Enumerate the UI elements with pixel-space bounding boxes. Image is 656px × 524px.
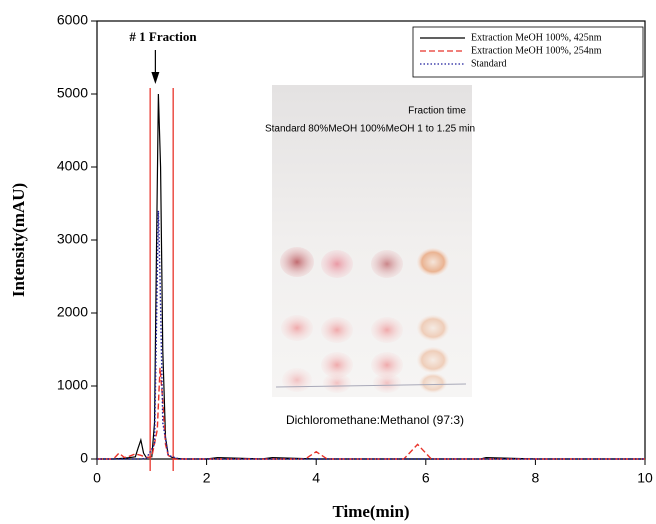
y-axis-label: Intensity(mAU) (9, 183, 28, 297)
x-tick-label: 10 (637, 470, 653, 486)
y-tick-label: 3000 (57, 231, 88, 247)
y-tick-label: 6000 (57, 12, 88, 28)
legend: Extraction MeOH 100%, 425nm Extraction Me… (412, 26, 644, 78)
legend-box (412, 26, 644, 78)
x-tick-label: 6 (422, 470, 430, 486)
tlc-inset: Fraction time Standard 80%MeOH 100%MeOH … (265, 85, 475, 427)
y-tick-label: 0 (80, 450, 88, 466)
annotation-arrowhead (151, 72, 160, 84)
x-axis-label: Time(min) (332, 502, 409, 521)
tlc-plate (272, 85, 472, 397)
legend-label: Extraction MeOH 100%, 425nm (471, 32, 602, 43)
x-tick-label: 0 (93, 470, 101, 486)
legend-label: Extraction MeOH 100%, 254nm (471, 45, 602, 56)
legend-label: Standard (471, 58, 507, 69)
x-tick-label: 4 (312, 470, 320, 486)
y-tick-label: 1000 (57, 377, 88, 393)
tlc-origin-line (275, 383, 467, 388)
y-tick-label: 2000 (57, 304, 88, 320)
y-tick-label: 5000 (57, 85, 88, 101)
y-tick-label: 4000 (57, 158, 88, 174)
x-tick-label: 2 (203, 470, 211, 486)
tlc-spots (280, 247, 449, 393)
inset-label: Fraction time (408, 106, 466, 117)
inset-label: Standard 80%MeOH 100%MeOH 1 to 1.25 min (265, 124, 475, 135)
annotation: # 1 Fraction (129, 29, 197, 44)
inset-label: Dichloromethane:Methanol (97:3) (286, 413, 464, 427)
x-tick-label: 8 (532, 470, 540, 486)
